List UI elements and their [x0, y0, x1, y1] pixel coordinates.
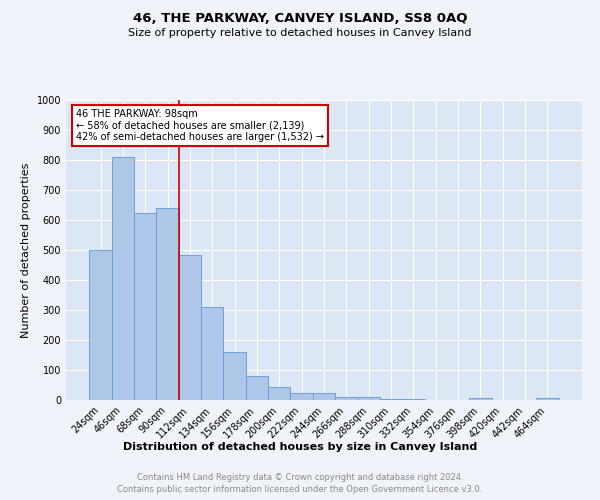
Text: Contains public sector information licensed under the Open Government Licence v3: Contains public sector information licen… [118, 485, 482, 494]
Bar [89, 250, 112, 400]
Bar [134, 212, 157, 400]
Bar [157, 208, 179, 400]
Text: 46 THE PARKWAY: 98sqm
← 58% of detached houses are smaller (2,139)
42% of semi-d: 46 THE PARKWAY: 98sqm ← 58% of detached … [76, 109, 325, 142]
Bar [469, 398, 491, 400]
Bar [223, 352, 246, 400]
Bar [268, 386, 290, 400]
Bar [536, 398, 559, 400]
Bar [313, 394, 335, 400]
Bar [179, 255, 201, 400]
Bar [201, 306, 223, 400]
Text: 46, THE PARKWAY, CANVEY ISLAND, SS8 0AQ: 46, THE PARKWAY, CANVEY ISLAND, SS8 0AQ [133, 12, 467, 26]
Text: Contains HM Land Registry data © Crown copyright and database right 2024.: Contains HM Land Registry data © Crown c… [137, 472, 463, 482]
Y-axis label: Number of detached properties: Number of detached properties [21, 162, 31, 338]
Text: Size of property relative to detached houses in Canvey Island: Size of property relative to detached ho… [128, 28, 472, 38]
Bar [246, 376, 268, 400]
Bar [335, 397, 358, 400]
Bar [290, 394, 313, 400]
Bar [112, 157, 134, 400]
Bar [358, 398, 380, 400]
Text: Distribution of detached houses by size in Canvey Island: Distribution of detached houses by size … [123, 442, 477, 452]
Bar [380, 399, 402, 400]
